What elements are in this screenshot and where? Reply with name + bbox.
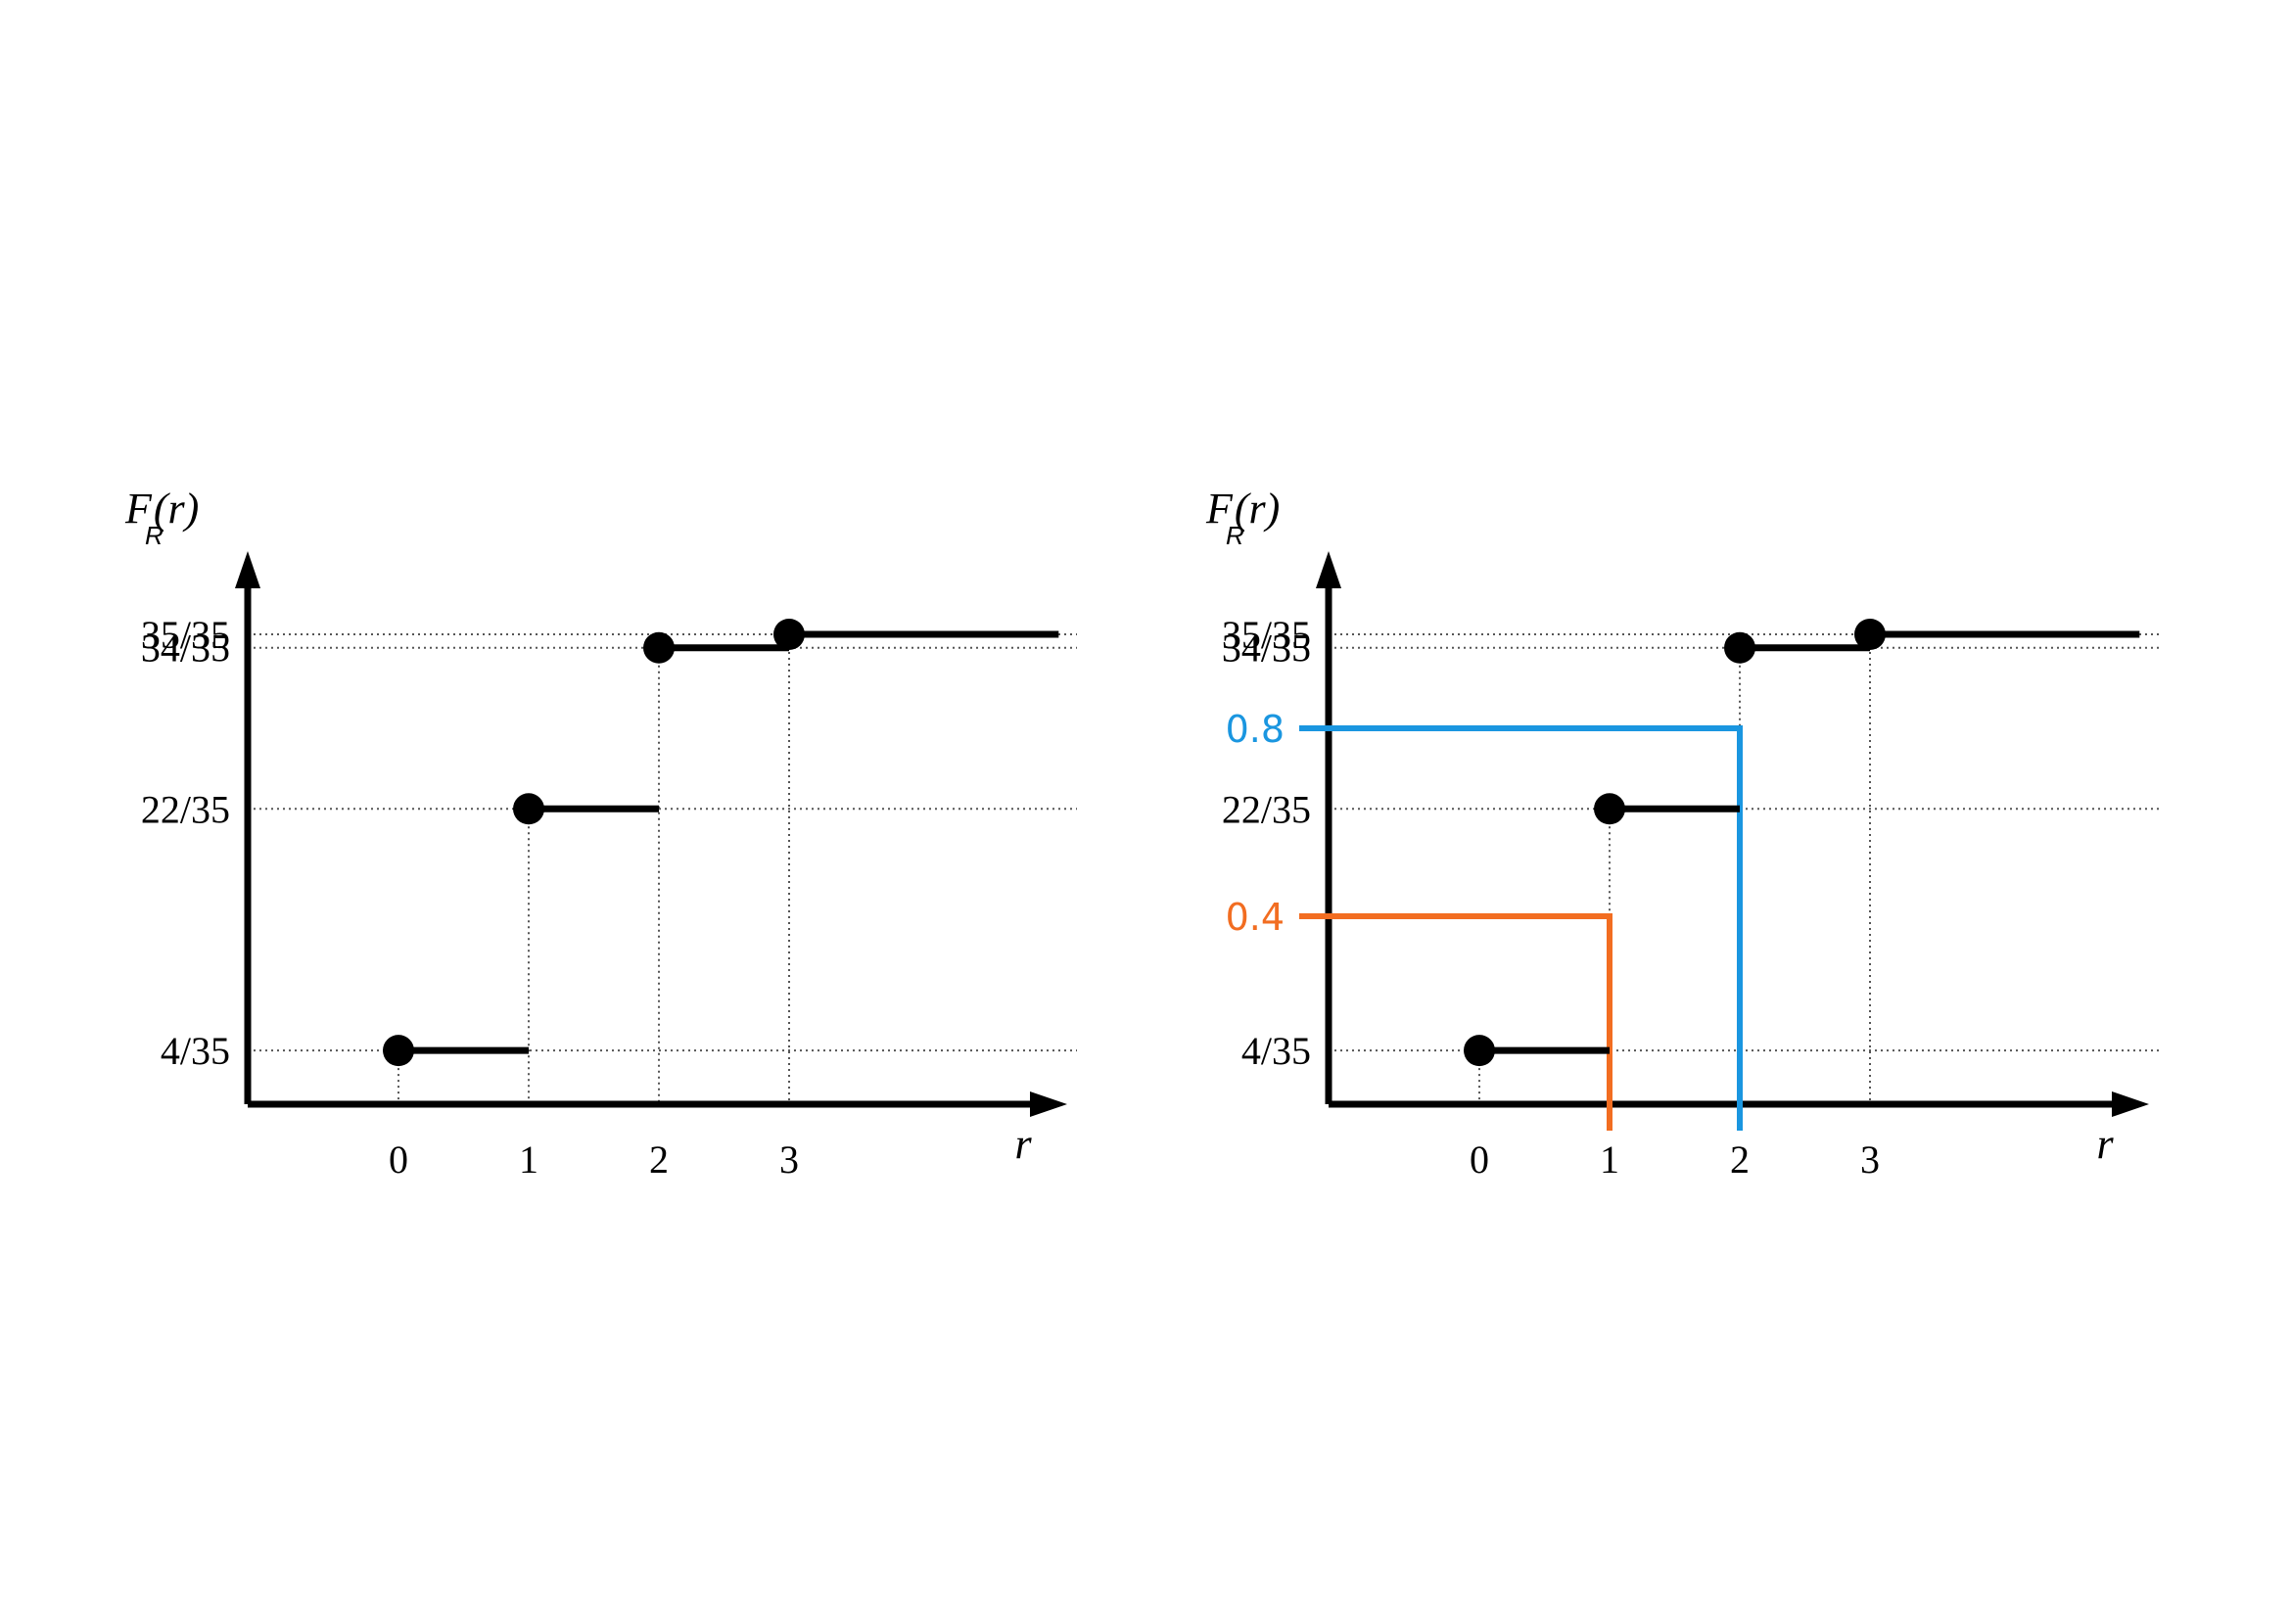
x-tick-label-2: 2 [1730,1137,1750,1182]
y-axis-title-subscript: R [1226,521,1244,550]
x-axis-title: r [1014,1120,1032,1168]
x-tick-label-1: 1 [1600,1137,1619,1182]
step-point-0 [383,1035,414,1067]
inverse-lookup-line-0.4 [1299,913,1612,1131]
y-tick-label-3: 35/35 [1222,613,1311,657]
x-tick-label-0: 0 [389,1137,408,1182]
step-point-3 [773,619,805,650]
y-tick-label-0: 4/35 [1241,1029,1311,1073]
step-point-0 [1464,1035,1495,1067]
x-axis-arrow [2112,1091,2149,1117]
y-axis-title-main: F [124,485,153,533]
y-axis-title-arg: (r) [1235,485,1280,533]
x-tick-label-3: 3 [1860,1137,1880,1182]
y-axis-title-subscript: R [145,521,164,550]
inverse-lookup-label-0.8: 0.8 [1226,708,1285,751]
step-point-3 [1854,619,1886,650]
y-axis-title-arg: (r) [154,485,199,533]
step-point-2 [643,631,675,664]
y-axis-arrow [1316,551,1341,588]
inverse-lookup-line-0.8 [1299,725,1743,1131]
y-axis-title-main: F [1205,485,1234,533]
x-axis-title: r [2096,1120,2114,1168]
y-tick-label-2: 34/35 [1222,626,1311,671]
step-point-2 [1724,631,1755,664]
x-tick-label-1: 1 [519,1137,538,1182]
y-axis-title: F(r) [124,485,199,533]
x-tick-label-3: 3 [779,1137,799,1182]
y-tick-label-2: 34/35 [141,626,230,671]
x-tick-label-2: 2 [649,1137,669,1182]
y-axis-title: F(r) [1205,485,1280,533]
x-axis-arrow [1030,1091,1067,1117]
y-tick-label-0: 4/35 [161,1029,230,1073]
step-point-1 [513,793,544,825]
x-tick-label-0: 0 [1470,1137,1489,1182]
y-tick-label-1: 22/35 [1222,787,1311,831]
y-tick-label-3: 35/35 [141,613,230,657]
step-point-1 [1594,793,1625,825]
y-axis-arrow [235,551,260,588]
y-tick-label-1: 22/35 [141,787,230,831]
inverse-lookup-label-0.4: 0.4 [1226,896,1285,939]
